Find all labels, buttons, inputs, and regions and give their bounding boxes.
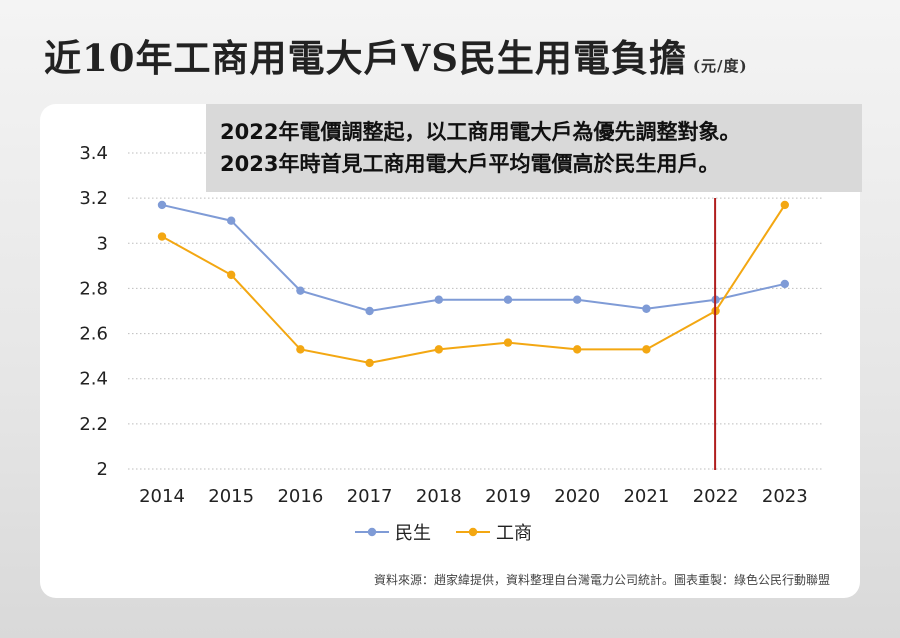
y-tick-label: 2.8: [79, 278, 108, 299]
legend-marker: [367, 527, 377, 537]
x-tick-label: 2018: [416, 486, 462, 507]
annotation-line-1: 2022年電價調整起，以工商用電大戶為優先調整對象。: [220, 120, 741, 144]
data-point: [365, 306, 374, 316]
data-point: [227, 216, 236, 225]
data-point: [434, 295, 443, 304]
annotation-box: 2022年電價調整起，以工商用電大戶為優先調整對象。 2023年時首見工商用電大…: [206, 104, 862, 192]
page-title: 近10年工商用電大戶VS民生用電負擔 (元/度): [44, 28, 748, 82]
data-point: [503, 295, 513, 304]
legend-marker: [468, 527, 478, 537]
data-point: [642, 304, 651, 313]
title-text: 近10年工商用電大戶VS民生用電負擔: [44, 36, 687, 80]
data-point: [296, 345, 305, 354]
x-tick-label: 2021: [623, 486, 669, 507]
x-tick-label: 2016: [277, 486, 323, 507]
x-tick-label: 2015: [208, 486, 254, 507]
data-point: [227, 270, 236, 280]
chart-legend: 民生 工商: [355, 523, 532, 544]
data-point: [573, 345, 582, 354]
data-point: [296, 286, 305, 295]
data-point: [157, 232, 167, 241]
data-point: [434, 345, 443, 354]
x-tick-label: 2019: [485, 486, 531, 507]
data-point: [573, 295, 582, 304]
data-point: [503, 338, 513, 347]
y-tick-label: 2.4: [79, 369, 108, 390]
annotation-line-2: 2023年時首見工商用電大戶平均電價高於民生用戶。: [220, 152, 720, 176]
y-tick-label: 3: [97, 233, 108, 254]
data-point: [780, 279, 789, 289]
series-line-1: [161, 204, 786, 364]
source-credit: 資料來源：趙家緯提供，資料整理自台灣電力公司統計。圖表重製：綠色公民行動聯盟: [373, 573, 830, 587]
y-tick-label: 2: [97, 459, 108, 480]
y-tick-label: 2.2: [79, 414, 108, 435]
y-tick-label: 2.6: [79, 324, 108, 345]
data-point: [365, 358, 374, 368]
unit-label: (元/度): [692, 57, 748, 75]
series-lines: [157, 200, 789, 368]
series-line-0: [161, 203, 786, 313]
y-tick-label: 3.4: [79, 143, 108, 164]
x-tick-label: 2022: [693, 486, 739, 507]
x-axis-ticks: 2014 2015 2016 2017 2018 2019 2020 2021 2022 2023: [139, 486, 808, 507]
x-tick-label: 2023: [762, 486, 808, 507]
x-tick-label: 2017: [347, 486, 393, 507]
y-axis-ticks: 2 2.2 2.4 2.6 2.8 3 3.2 3.4: [79, 143, 108, 480]
x-tick-label: 2014: [139, 486, 185, 507]
legend-label: 民生: [395, 523, 431, 544]
data-point: [157, 200, 167, 210]
data-point: [642, 345, 651, 354]
data-point: [780, 200, 789, 210]
legend-label: 工商: [496, 523, 532, 544]
y-tick-label: 3.2: [79, 188, 108, 209]
x-tick-label: 2020: [554, 486, 600, 507]
